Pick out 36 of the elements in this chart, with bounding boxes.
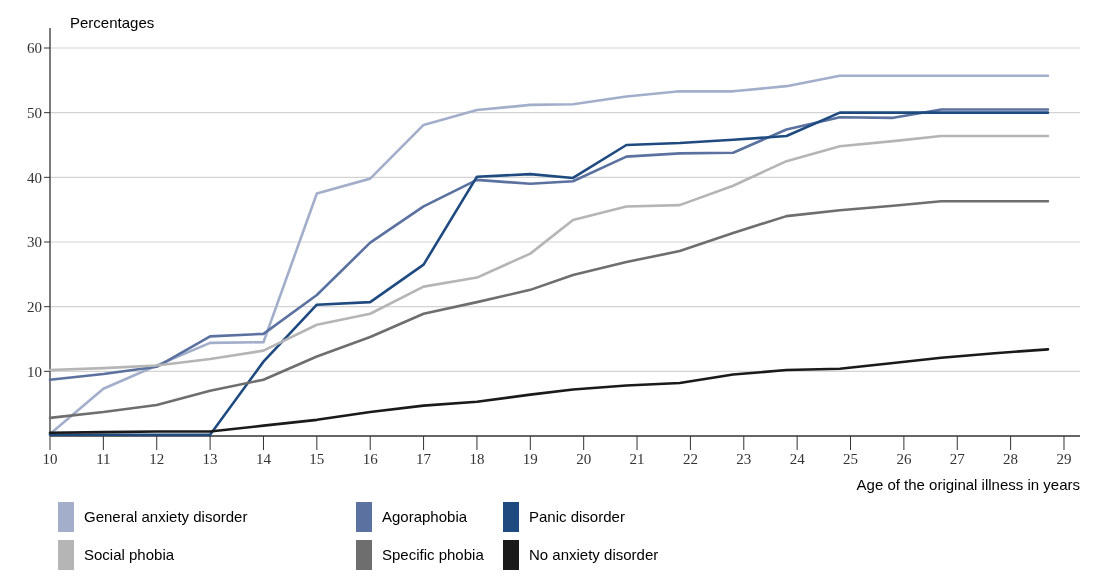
legend-label: Agoraphobia bbox=[382, 508, 468, 526]
y-tick-label: 20 bbox=[27, 298, 42, 315]
line-series bbox=[48, 348, 1050, 435]
x-tick-label: 23 bbox=[736, 451, 752, 467]
x-tick-label: 13 bbox=[202, 451, 218, 467]
x-tick-label: 16 bbox=[362, 451, 379, 467]
x-tick-label: 27 bbox=[949, 451, 966, 467]
y-tick-label: 40 bbox=[27, 169, 42, 186]
x-axis-title: Age of the original illness in years bbox=[856, 476, 1080, 493]
legend-label: No anxiety disorder bbox=[529, 546, 659, 564]
x-tick-label: 18 bbox=[469, 451, 485, 467]
legend-label: Panic disorder bbox=[529, 508, 625, 526]
legend-label: Specific phobia bbox=[382, 546, 485, 564]
line-series bbox=[48, 199, 1050, 420]
x-tick-label: 25 bbox=[843, 451, 859, 467]
x-tick-label: 21 bbox=[629, 451, 645, 467]
x-tick-label: 22 bbox=[682, 451, 698, 467]
legend-label: General anxiety disorder bbox=[84, 508, 248, 526]
x-tick-label: 19 bbox=[522, 451, 538, 467]
y-tick-label: 60 bbox=[27, 40, 42, 57]
x-tick-label: 28 bbox=[1003, 451, 1019, 467]
y-tick-label: 10 bbox=[27, 363, 42, 380]
x-tick-label: 10 bbox=[42, 451, 58, 467]
y-axis-title: Percentages bbox=[70, 14, 155, 31]
x-tick-label: 15 bbox=[309, 451, 325, 467]
legend-label: Social phobia bbox=[84, 546, 175, 564]
x-tick-label: 20 bbox=[576, 451, 592, 467]
y-tick-label: 30 bbox=[27, 234, 42, 251]
x-tick-label: 29 bbox=[1056, 451, 1072, 467]
x-tick-label: 24 bbox=[789, 451, 806, 467]
y-tick-label: 50 bbox=[27, 104, 42, 121]
x-tick-label: 26 bbox=[896, 451, 912, 467]
x-tick-label: 17 bbox=[416, 451, 432, 467]
x-tick-label: 12 bbox=[149, 451, 165, 467]
x-tick-label: 11 bbox=[96, 451, 111, 467]
x-tick-label: 14 bbox=[255, 451, 272, 467]
